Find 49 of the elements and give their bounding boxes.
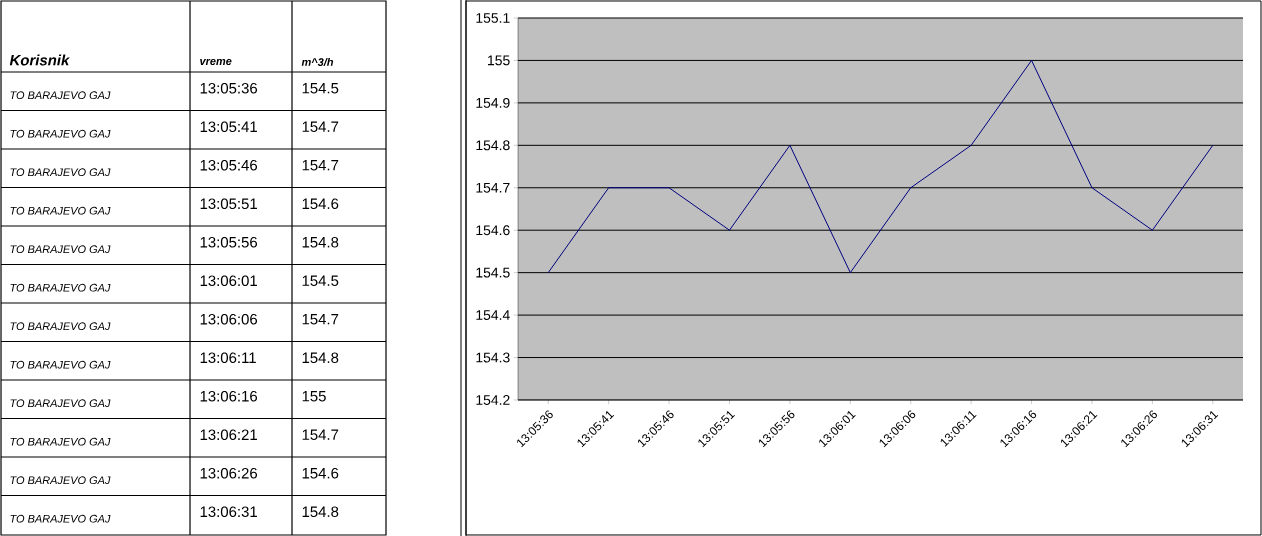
text: 154.7 (302, 429, 339, 440)
text: TO BARAJEVO GAJ (10, 206, 111, 215)
text: TO BARAJEVO GAJ (10, 360, 111, 369)
text: 13:05:36 (200, 82, 258, 94)
text: 13:05:56 (200, 236, 258, 248)
text: 154.6 (302, 198, 339, 210)
text: 154.8 (302, 236, 339, 248)
text: 13:05:46 (200, 159, 258, 171)
text: m^3/h (301, 57, 334, 67)
y-tick-label: 154.2 (476, 395, 510, 405)
text: TO BARAJEVO GAJ (10, 322, 111, 331)
text: 13:06:26 (200, 467, 258, 479)
text: 13:05:51 (200, 198, 257, 210)
y-tick-label: 154.9 (476, 97, 510, 108)
line-series (547, 59, 1214, 274)
text: 13:06:06 (200, 313, 258, 325)
text: 154.5 (302, 83, 339, 94)
y-tick-label: 155 (488, 55, 510, 66)
text: TO BARAJEVO GAJ (10, 399, 111, 408)
text: TO BARAJEVO GAJ (10, 168, 111, 177)
y-tick-label: 154.4 (476, 310, 510, 320)
y-tick-label: 154.5 (476, 267, 510, 278)
text: 13:06:11 (200, 352, 256, 364)
text: TO BARAJEVO GAJ (10, 245, 111, 254)
text: 154.6 (302, 467, 339, 479)
text: 13:05:41 (200, 121, 257, 133)
text: Korisnik (9, 54, 70, 66)
text: 154.7 (302, 121, 339, 132)
text: 154.5 (302, 275, 339, 286)
y-tick-label: 154.6 (476, 225, 510, 236)
y-tick-label: 154.3 (476, 352, 510, 363)
text: 13:06:01 (200, 275, 257, 287)
y-tick-label: 154.7 (476, 182, 510, 193)
text: 154.8 (302, 352, 339, 364)
text: vreme (200, 58, 232, 65)
text: 154.7 (302, 160, 339, 171)
text: TO BARAJEVO GAJ (10, 437, 111, 446)
text: TO BARAJEVO GAJ (10, 91, 111, 100)
y-tick-label: 155.1 (476, 13, 510, 23)
text: 13:06:16 (200, 390, 258, 402)
text: 155 (302, 391, 326, 402)
text: TO BARAJEVO GAJ (10, 476, 111, 485)
text: TO BARAJEVO GAJ (10, 514, 111, 523)
text: 13:06:31 (200, 506, 257, 518)
text: TO BARAJEVO GAJ (10, 129, 111, 138)
text: TO BARAJEVO GAJ (10, 283, 111, 292)
text: 154.8 (302, 506, 339, 518)
y-tick-label: 154.8 (476, 140, 510, 151)
text: 154.7 (302, 314, 339, 325)
